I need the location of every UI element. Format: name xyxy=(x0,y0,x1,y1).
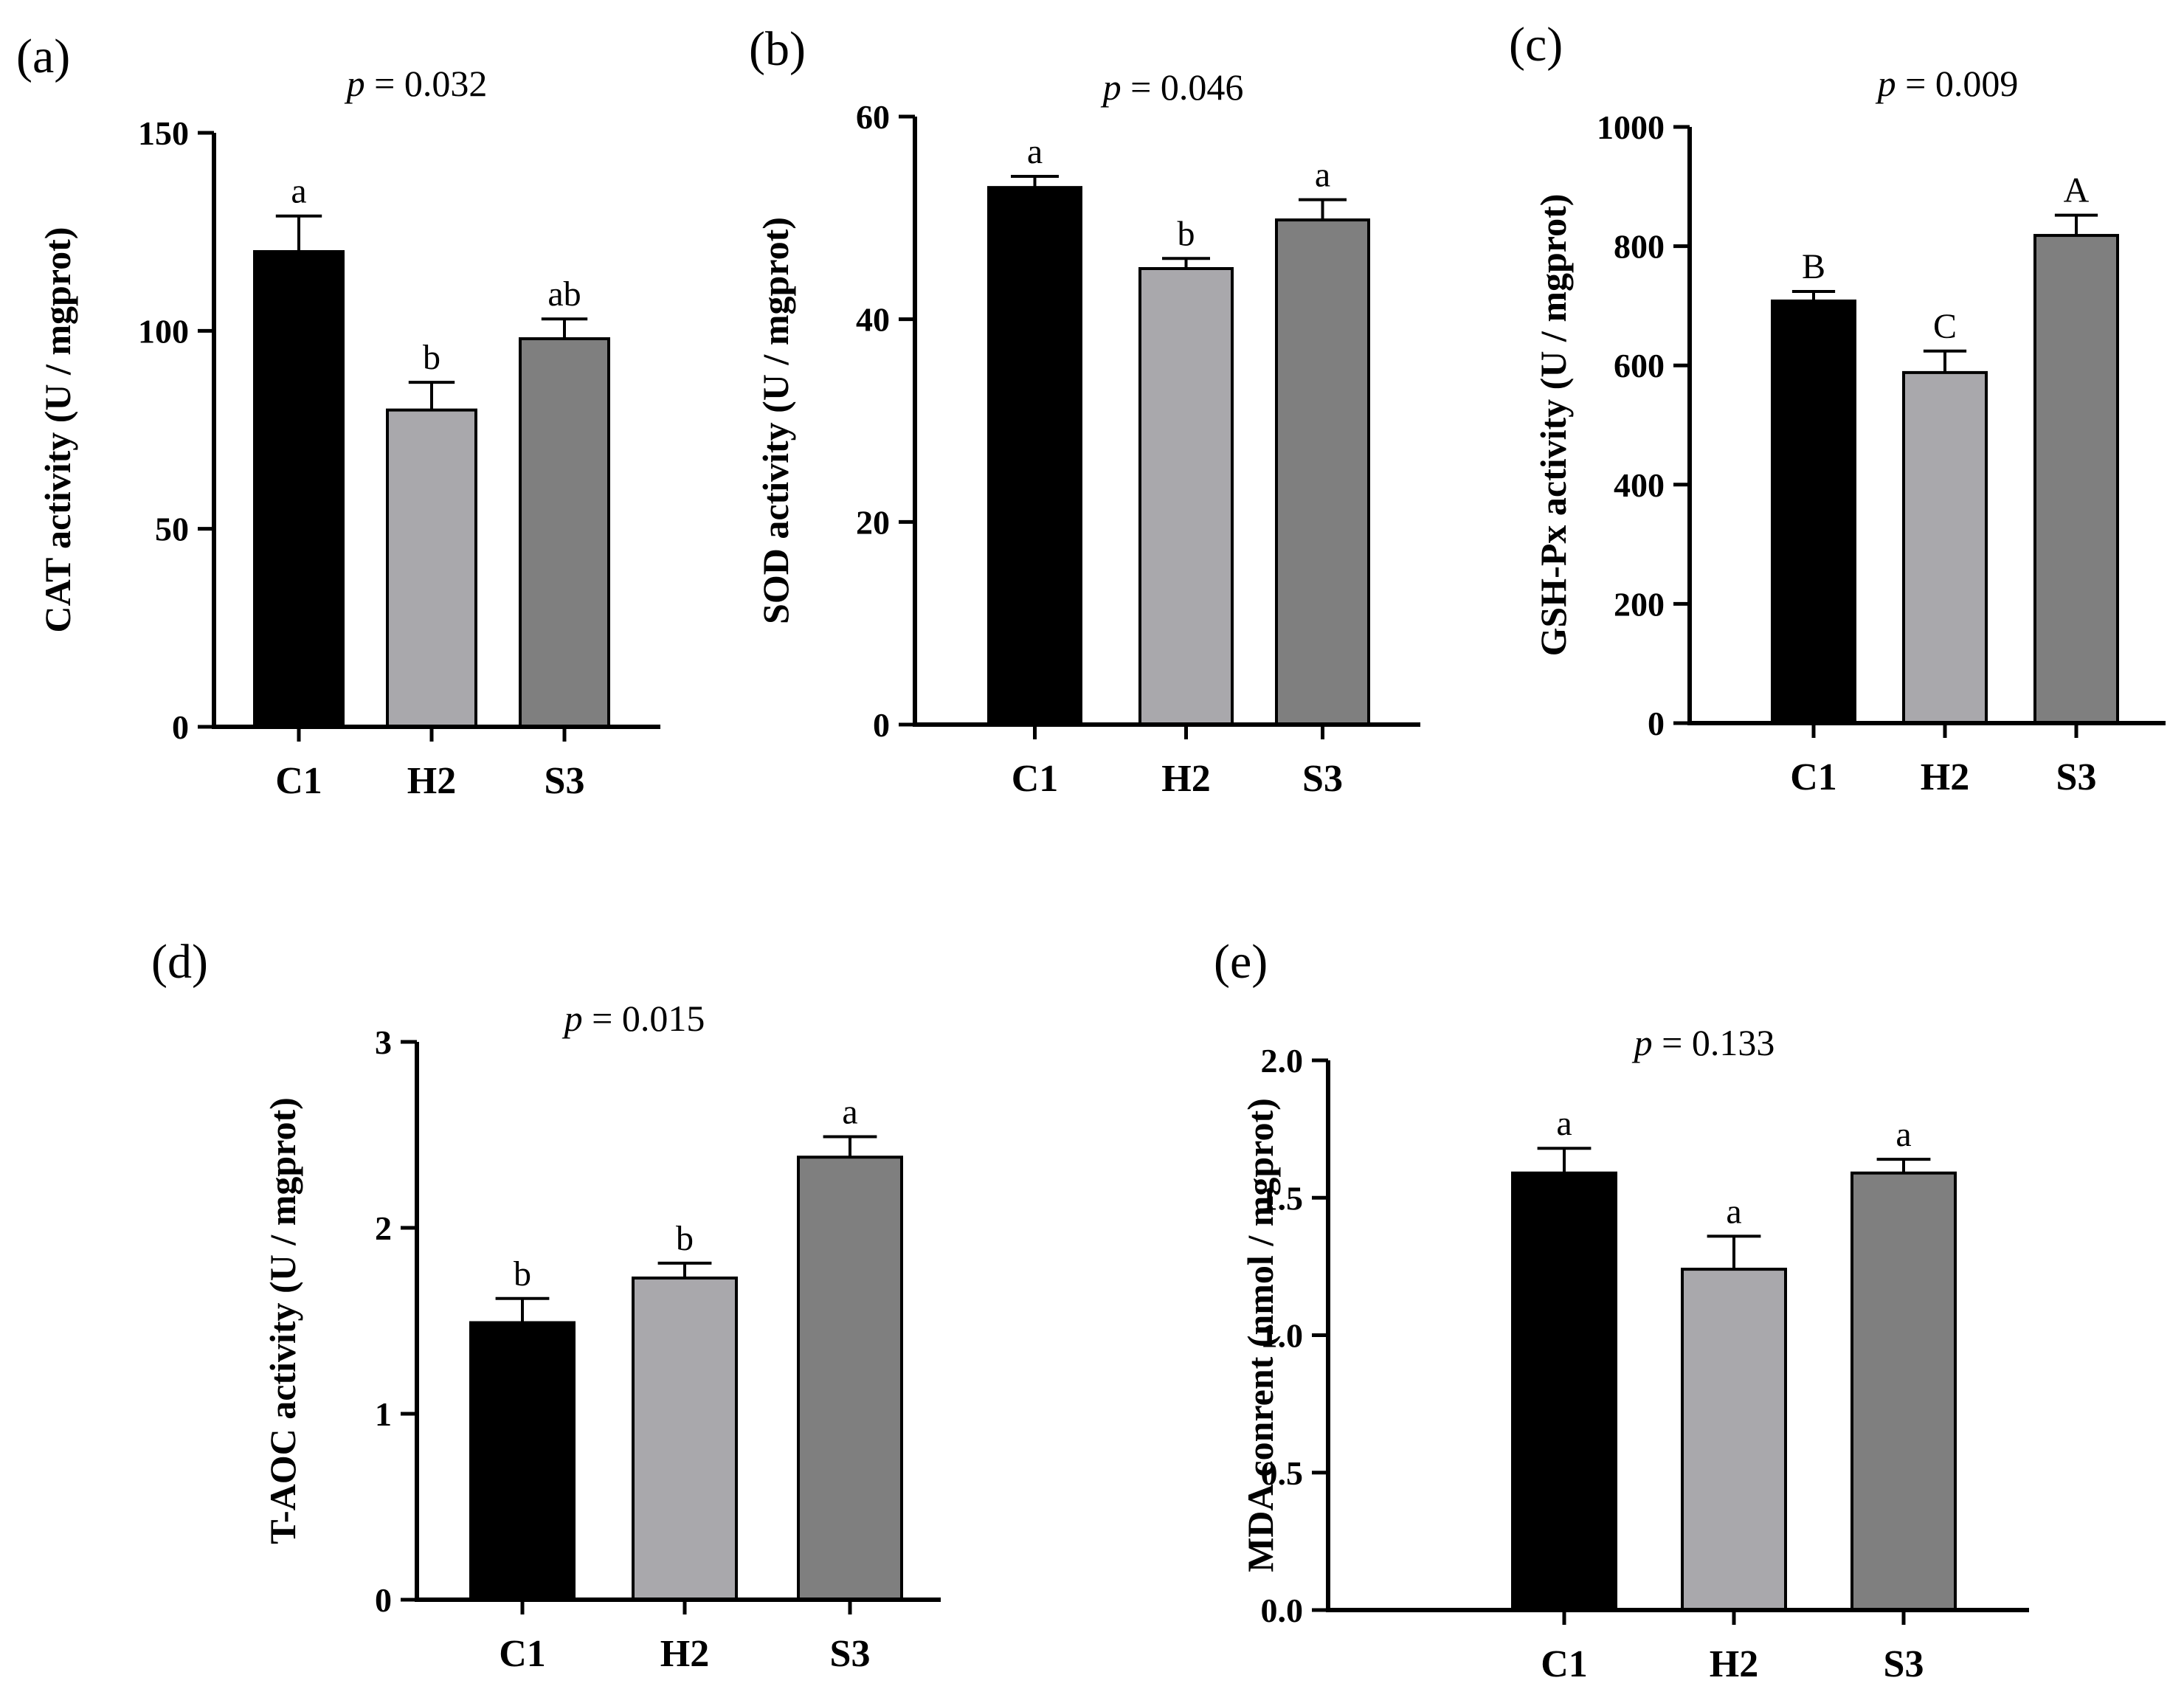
category-label: S3 xyxy=(830,1633,871,1675)
bar-C1 xyxy=(1511,1171,1617,1612)
bar-H2 xyxy=(632,1277,738,1602)
bar-C1 xyxy=(1771,299,1856,725)
y-axis-label: SOD activity (U / mgprot) xyxy=(755,217,796,624)
bar-H2 xyxy=(1902,370,1988,725)
y-tick-label: 60 xyxy=(856,98,890,136)
bar-S3 xyxy=(519,337,610,729)
chart-panel-4: (d) p = 0.015 b C1 b H2 a S3 0 1 2 3 T-AOC activity … xyxy=(151,935,941,1675)
y-tick-label: 50 xyxy=(155,511,189,548)
significance-label: a xyxy=(1896,1115,1911,1154)
category-label: C1 xyxy=(1541,1643,1588,1685)
bar-C1 xyxy=(469,1321,576,1602)
y-tick-label: 150 xyxy=(138,114,189,152)
chart-panel-3: (c) p = 0.009 B C1 C H2 A S3 0 200 400 600 800 1000 GS… xyxy=(1509,18,2166,798)
significance-label: a xyxy=(842,1093,857,1132)
y-tick-label: 0.5 xyxy=(1261,1454,1304,1492)
p-value: p = 0.046 xyxy=(1101,66,1244,108)
category-label: C1 xyxy=(499,1633,546,1675)
p-value: p = 0.133 xyxy=(1632,1022,1775,1063)
y-tick-label: 400 xyxy=(1614,466,1665,504)
bar-H2 xyxy=(1138,267,1234,726)
y-tick-label: 0.0 xyxy=(1261,1592,1304,1629)
category-label: H2 xyxy=(1710,1643,1758,1685)
category-label: H2 xyxy=(1921,756,1969,798)
y-tick-label: 0 xyxy=(873,706,890,744)
significance-label: C xyxy=(1933,307,1957,346)
y-tick-label: 1.5 xyxy=(1261,1179,1304,1217)
y-tick-label: 20 xyxy=(856,503,890,541)
y-tick-label: 0 xyxy=(375,1581,392,1619)
category-label: H2 xyxy=(1161,758,1210,800)
bar-S3 xyxy=(1850,1171,1957,1612)
panel-letter: (d) xyxy=(151,935,208,989)
category-label: C1 xyxy=(1790,756,1837,798)
p-value: p = 0.015 xyxy=(562,998,705,1039)
chart-panel-2: (b) p = 0.046 a C1 b H2 a S3 0 20 40 60 SOD activity… xyxy=(749,22,1420,800)
panel-letter: (a) xyxy=(16,30,70,83)
category-label: S3 xyxy=(2056,756,2097,798)
p-value: p = 0.032 xyxy=(345,63,488,104)
y-tick-label: 800 xyxy=(1614,228,1665,266)
category-label: H2 xyxy=(407,760,456,802)
significance-label: ab xyxy=(547,274,581,314)
panel-letter: (c) xyxy=(1509,18,1563,72)
significance-label: b xyxy=(423,338,440,377)
category-label: H2 xyxy=(660,1633,709,1675)
panel-letter: (b) xyxy=(749,22,806,76)
bar-C1 xyxy=(253,250,345,728)
y-axis-label: MDA conrent (nmol / mgprot) xyxy=(1240,1098,1281,1572)
category-label: S3 xyxy=(1302,758,1343,800)
y-tick-label: 3 xyxy=(375,1023,392,1061)
significance-label: a xyxy=(1315,156,1330,195)
y-tick-label: 2 xyxy=(375,1209,392,1247)
significance-label: a xyxy=(1027,132,1043,171)
y-axis-label: GSH-Px activity (U / mgprot) xyxy=(1532,194,1574,657)
bar-S3 xyxy=(1275,218,1370,726)
y-tick-label: 200 xyxy=(1614,585,1665,623)
y-axis-label: T-AOC activity (U / mgprot) xyxy=(262,1097,303,1544)
y-tick-label: 1 xyxy=(375,1395,392,1433)
category-label: S3 xyxy=(1884,1643,1924,1685)
bar-C1 xyxy=(987,186,1082,726)
category-label: C1 xyxy=(275,760,322,802)
chart-panel-5: (e) p = 0.133 a C1 a H2 a S3 0.0 0.5 1.0 1.5 2.0 MDA … xyxy=(1214,935,2029,1685)
significance-label: a xyxy=(1726,1192,1741,1231)
category-label: C1 xyxy=(1012,758,1059,800)
significance-label: b xyxy=(1178,214,1195,253)
significance-label: b xyxy=(676,1219,694,1258)
y-tick-label: 1000 xyxy=(1597,108,1665,146)
bar-S3 xyxy=(797,1156,903,1601)
panel-letter: (e) xyxy=(1214,935,1268,989)
significance-label: a xyxy=(291,172,306,211)
y-tick-label: 40 xyxy=(856,301,890,339)
chart-panel-1: (a) p = 0.032 a C1 b H2 ab S3 0 50 100 150 CAT activ… xyxy=(16,30,660,802)
significance-label: b xyxy=(514,1254,531,1293)
y-axis-label: CAT activity (U / mgprot) xyxy=(37,227,78,633)
y-tick-label: 2.0 xyxy=(1261,1042,1304,1080)
y-tick-label: 100 xyxy=(138,312,189,350)
p-value: p = 0.009 xyxy=(1876,63,2019,104)
bar-H2 xyxy=(386,408,477,729)
y-tick-label: 600 xyxy=(1614,347,1665,384)
y-tick-label: 0 xyxy=(172,708,189,746)
bar-S3 xyxy=(2033,234,2119,725)
category-label: S3 xyxy=(545,760,585,802)
significance-label: A xyxy=(2064,171,2090,210)
y-tick-label: 0 xyxy=(1648,705,1665,742)
y-tick-label: 1.0 xyxy=(1261,1317,1304,1355)
significance-label: a xyxy=(1556,1104,1572,1143)
bar-H2 xyxy=(1681,1268,1787,1612)
significance-label: B xyxy=(1802,247,1825,286)
